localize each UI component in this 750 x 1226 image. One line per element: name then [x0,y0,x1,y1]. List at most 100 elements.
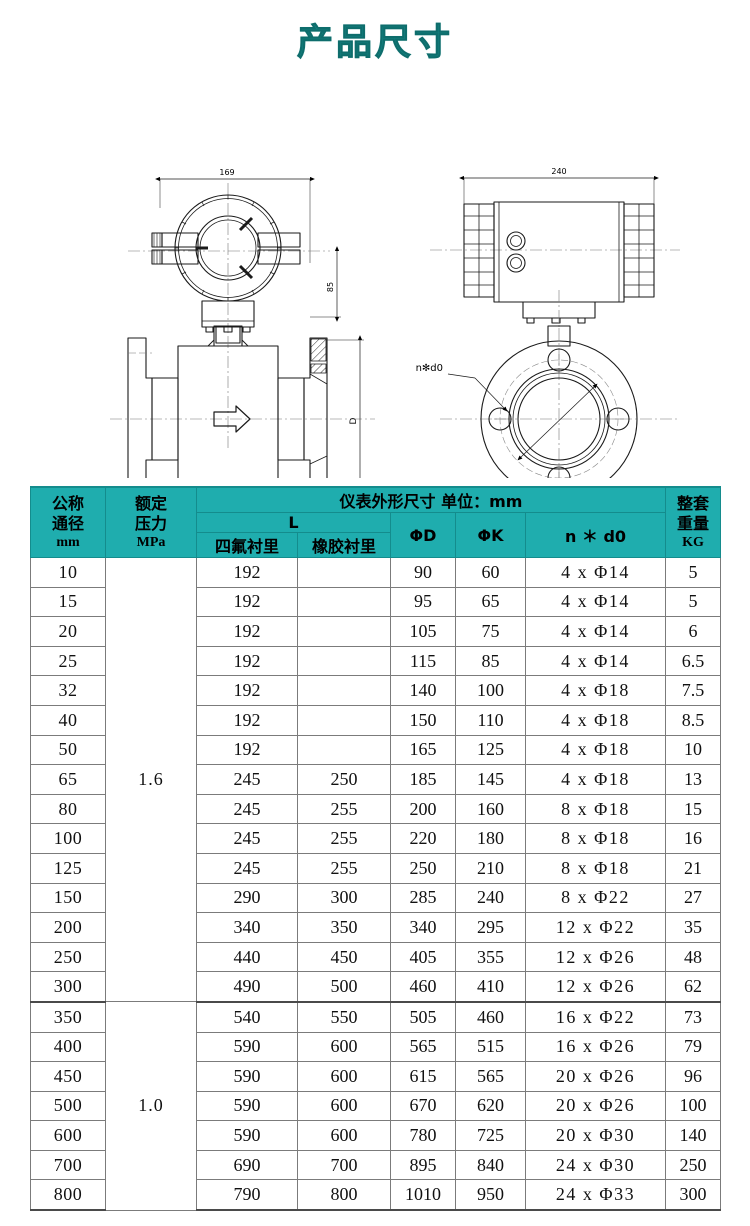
cell-phi-D: 105 [390,616,456,647]
cell-phi-D: 90 [390,557,456,588]
table-row: 20 192 105 75 4 x Φ14 6 [30,616,722,647]
header-ptfe-lining: 四氟衬里 [196,532,298,558]
cell-phi-D: 670 [390,1090,456,1122]
cell-n-times-d0: 12 x Φ26 [524,971,667,1003]
cell-length-ptfe: 245 [196,793,298,825]
cell-nominal-diameter: 400 [30,1031,106,1063]
cell-n-times-d0: 24 x Φ33 [524,1179,667,1212]
cell-n-times-d0: 8 x Φ18 [524,823,667,854]
cell-length-rubber [297,704,391,736]
header-rated-pressure-unit: MPa [136,534,166,550]
cell-n-times-d0: 20 x Φ26 [524,1061,667,1092]
dim-label-240: 240 [551,167,566,176]
cell-weight: 5 [665,586,722,618]
header-rated-pressure: 额定 压力 MPa [105,486,197,558]
dim-label-169: 169 [219,168,234,177]
cell-phi-D: 220 [390,823,456,854]
cell-nominal-diameter: 40 [30,704,106,736]
table-row: 40 192 150 110 4 x Φ18 8.5 [30,704,722,736]
cell-nominal-diameter: 800 [30,1179,106,1212]
cell-phi-D: 780 [390,1120,456,1151]
cell-phi-D: 895 [390,1149,456,1181]
cell-length-ptfe: 790 [196,1179,298,1212]
cell-nominal-diameter: 65 [30,764,106,795]
header-nominal-diameter-line1: 公称 [51,493,84,513]
cell-length-ptfe: 490 [196,971,298,1003]
cell-phi-D: 1010 [390,1179,456,1212]
cell-weight: 73 [665,1001,722,1033]
header-rated-pressure-line1: 额定 [134,493,167,513]
cell-length-ptfe: 192 [196,675,298,706]
header-n-times-d0: n ＊ d0 [524,512,667,558]
table-row: 250 440 450 405 355 12 x Φ26 48 [30,941,722,973]
cell-n-times-d0: 4 x Φ14 [524,586,667,618]
cell-length-ptfe: 540 [196,1001,298,1033]
header-nominal-diameter: 公称 通径 mm [30,486,106,558]
cell-phi-K: 65 [455,586,526,618]
cell-nominal-diameter: 250 [30,941,106,973]
cell-nominal-diameter: 450 [30,1061,106,1092]
cell-nominal-diameter: 15 [30,586,106,618]
cell-nominal-diameter: 80 [30,793,106,825]
cell-phi-K: 240 [455,882,526,914]
cell-phi-D: 405 [390,941,456,973]
cell-weight: 13 [665,764,722,795]
cell-weight: 48 [665,941,722,973]
cell-weight: 300 [665,1179,722,1212]
cell-length-rubber: 255 [297,852,391,884]
cell-length-rubber [297,675,391,706]
cell-nominal-diameter: 50 [30,734,106,766]
cell-phi-D: 615 [390,1061,456,1092]
page-header: 产品尺寸 [0,0,750,78]
cell-length-rubber: 350 [297,912,391,943]
cell-length-rubber [297,645,391,677]
table-body: 10 1.6 192 90 60 4 x Φ14 5 15 192 95 65 4 x Φ14 5 20 1… [30,556,722,1212]
cell-phi-D: 460 [390,971,456,1003]
cell-n-times-d0: 8 x Φ18 [524,793,667,825]
cell-phi-K: 355 [455,941,526,973]
cell-length-ptfe: 245 [196,823,298,854]
cell-length-rubber: 600 [297,1090,391,1122]
cell-length-rubber: 700 [297,1149,391,1181]
cell-phi-K: 295 [455,912,526,943]
cell-n-times-d0: 4 x Φ14 [524,557,667,588]
cell-length-rubber: 255 [297,823,391,854]
cell-phi-D: 185 [390,764,456,795]
header-phi-K: ΦK [455,512,526,558]
cell-length-rubber: 300 [297,882,391,914]
cell-n-times-d0: 8 x Φ18 [524,852,667,884]
cell-length-rubber: 600 [297,1061,391,1092]
table-row: 50 192 165 125 4 x Φ18 10 [30,734,722,766]
cell-phi-D: 340 [390,912,456,943]
cell-length-ptfe: 192 [196,734,298,766]
cell-length-rubber: 600 [297,1031,391,1063]
dim-label-D: D [349,417,359,424]
cell-length-rubber: 255 [297,793,391,825]
header-nominal-diameter-line2: 通径 [51,513,84,533]
cell-n-times-d0: 4 x Φ18 [524,734,667,766]
table-row: 300 490 500 460 410 12 x Φ26 62 [30,971,722,1003]
cell-nominal-diameter: 600 [30,1120,106,1151]
cell-n-times-d0: 4 x Φ18 [524,704,667,736]
cell-phi-K: 620 [455,1090,526,1122]
header-overall-dimensions: 仪表外形尺寸 单位：mm [195,486,667,513]
cell-weight: 96 [665,1061,722,1092]
cell-weight: 10 [665,734,722,766]
header-total-weight-line1: 整套 [677,493,710,513]
cell-n-times-d0: 24 x Φ30 [524,1149,667,1181]
cell-nominal-diameter: 350 [30,1001,106,1033]
cell-phi-K: 145 [455,764,526,795]
cell-phi-K: 85 [455,645,526,677]
cell-phi-K: 725 [455,1120,526,1151]
cell-length-rubber: 550 [297,1001,391,1033]
cell-weight: 140 [665,1120,722,1151]
cell-n-times-d0: 4 x Φ18 [524,675,667,706]
cell-length-ptfe: 690 [196,1149,298,1181]
cell-phi-K: 110 [455,704,526,736]
table-row: 200 340 350 340 295 12 x Φ22 35 [30,912,722,943]
cell-n-times-d0: 20 x Φ26 [524,1090,667,1122]
cell-nominal-diameter: 100 [30,823,106,854]
cell-weight: 6.5 [665,645,722,677]
cell-weight: 35 [665,912,722,943]
cell-weight: 100 [665,1090,722,1122]
